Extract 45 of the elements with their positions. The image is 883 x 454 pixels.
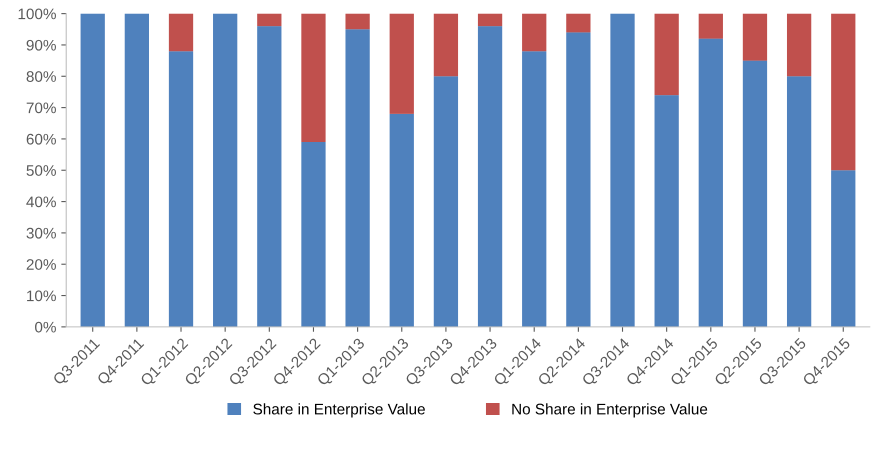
y-tick-label: 10%	[27, 290, 56, 302]
bar	[522, 51, 546, 327]
bar	[478, 14, 502, 26]
bar	[742, 60, 768, 327]
bar	[698, 14, 723, 39]
bar	[786, 14, 812, 76]
y-tick-label: 60%	[26, 134, 56, 145]
y-tick-label: 100%	[18, 8, 56, 20]
bar	[831, 170, 856, 327]
bar	[213, 14, 238, 327]
y-tick-label: 0%	[35, 322, 56, 333]
bar	[610, 14, 635, 327]
bar	[566, 14, 591, 32]
y-tick-label: 30%	[26, 228, 56, 239]
bar	[301, 14, 326, 142]
bar	[168, 14, 194, 52]
bar	[478, 26, 502, 327]
bar	[831, 14, 856, 170]
bar	[257, 14, 282, 26]
y-tick-label: 80%	[26, 71, 56, 82]
legend-label: No Share in Enterprise Value	[512, 403, 708, 418]
bar	[698, 38, 723, 327]
bar	[566, 32, 591, 327]
bar	[654, 95, 679, 327]
bar	[168, 51, 194, 327]
bar	[80, 14, 105, 327]
bar	[434, 76, 458, 327]
bar	[786, 76, 812, 327]
bar	[345, 14, 370, 30]
bar	[522, 14, 546, 52]
bar	[390, 114, 414, 327]
y-tick-label: 20%	[26, 259, 56, 270]
bar	[345, 29, 370, 327]
bar	[390, 14, 414, 114]
bar	[654, 14, 679, 96]
bar	[124, 14, 150, 327]
y-tick-label: 90%	[26, 40, 56, 51]
bar	[301, 142, 326, 327]
legend-label: Share in Enterprise Value	[253, 403, 425, 418]
bar	[257, 26, 282, 327]
y-tick-label: 40%	[26, 196, 56, 208]
bar	[434, 14, 458, 76]
bar	[742, 14, 768, 61]
y-tick-label: 70%	[26, 102, 56, 114]
y-tick-label: 50%	[26, 165, 56, 176]
